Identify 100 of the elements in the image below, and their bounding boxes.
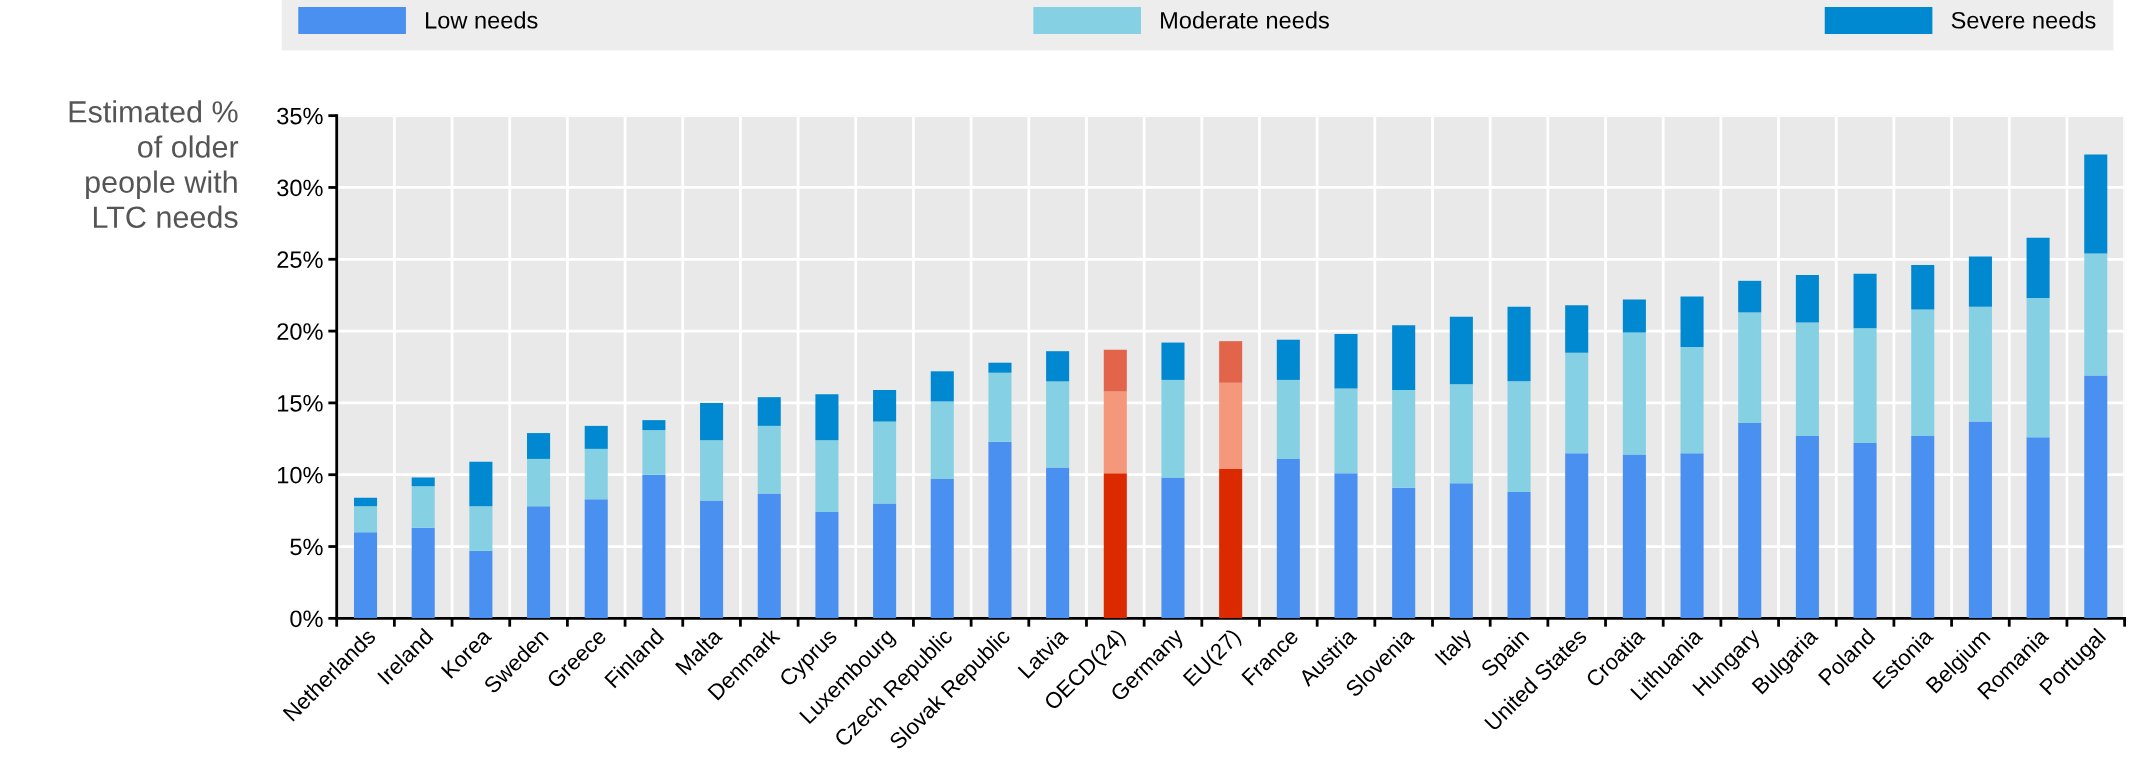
bar [700, 500, 724, 619]
bar [584, 499, 608, 619]
bar [815, 512, 839, 619]
bar [1968, 256, 1992, 307]
bar [1565, 305, 1589, 353]
bar [930, 479, 954, 619]
bar [1911, 435, 1935, 619]
bar [1795, 435, 1819, 619]
bar [1219, 341, 1243, 383]
bar [1968, 421, 1992, 619]
bar [411, 477, 435, 487]
bar [873, 389, 897, 422]
bar [930, 371, 954, 402]
bar [1968, 306, 1992, 422]
bar [700, 440, 724, 501]
bar [1565, 453, 1589, 619]
bar [1392, 325, 1416, 390]
bar [700, 402, 724, 441]
bar [1449, 384, 1473, 484]
bar [988, 441, 1012, 619]
bar [469, 506, 493, 551]
bar [411, 527, 435, 619]
bar [988, 372, 1012, 442]
bar [1507, 381, 1531, 492]
bar [988, 362, 1012, 373]
y-tick-label: 20% [277, 323, 323, 340]
bar [1449, 316, 1473, 385]
bar [1103, 349, 1127, 392]
bar [2084, 375, 2108, 619]
bar [1911, 265, 1935, 310]
bar [1738, 312, 1762, 424]
bar [1334, 388, 1358, 474]
x-tick-label: Italy [1433, 626, 1476, 669]
bar [1622, 332, 1646, 455]
legend-label: Moderate needs [1161, 11, 1329, 29]
bar [1738, 280, 1762, 313]
bar [2084, 154, 2108, 254]
y-tick-label: 0% [290, 610, 323, 628]
bar [1103, 473, 1127, 619]
bar [1161, 477, 1185, 619]
bar [1680, 453, 1704, 619]
bar [1103, 391, 1127, 474]
bar [815, 440, 839, 513]
y-axis-title: Estimated % of older people with LTC needs [69, 100, 239, 229]
bar [757, 493, 781, 619]
bar [354, 497, 378, 507]
bar [1392, 389, 1416, 488]
bar [1795, 322, 1819, 436]
bar [2026, 437, 2050, 619]
bar [873, 421, 897, 504]
bar [757, 397, 781, 426]
bar [1046, 381, 1070, 468]
bar [1276, 458, 1300, 619]
bar [1507, 306, 1531, 382]
bar [1853, 443, 1877, 619]
bar [1507, 491, 1531, 619]
bar [1680, 296, 1704, 347]
y-tick-label: 35% [277, 107, 323, 125]
bar [1161, 379, 1185, 478]
bar [873, 503, 897, 619]
bar [1911, 309, 1935, 436]
bar [1046, 467, 1070, 619]
bar [527, 506, 551, 619]
bar [411, 486, 435, 528]
bar [527, 433, 551, 459]
bar [2084, 253, 2108, 376]
bar [1161, 342, 1185, 380]
bar [584, 448, 608, 500]
bar [469, 550, 493, 619]
bar [354, 506, 378, 533]
bar [1565, 352, 1589, 454]
bar [1853, 273, 1877, 329]
bar [1449, 483, 1473, 619]
bar [1738, 423, 1762, 619]
bar [1392, 487, 1416, 619]
bar [1219, 468, 1243, 619]
bar [2026, 298, 2050, 438]
bar [1853, 328, 1877, 444]
bar [1795, 275, 1819, 323]
legend-label: Low needs [426, 11, 538, 29]
bar [584, 425, 608, 449]
bar [1276, 339, 1300, 380]
bar [1680, 346, 1704, 454]
y-tick-label: 5% [290, 538, 323, 556]
bar [1334, 473, 1358, 619]
bar [1622, 454, 1646, 619]
bar [1276, 379, 1300, 459]
bar [757, 425, 781, 494]
bar [642, 474, 666, 619]
bar [1046, 351, 1070, 382]
bar [642, 430, 666, 475]
y-tick-label: 25% [277, 251, 323, 269]
bar [469, 461, 493, 507]
y-tick-label: 10% [278, 466, 323, 484]
bar [1219, 382, 1243, 469]
bar [2026, 237, 2050, 299]
bar [1334, 333, 1358, 389]
bar [1622, 299, 1646, 333]
bar [354, 532, 378, 619]
bar [815, 394, 839, 441]
